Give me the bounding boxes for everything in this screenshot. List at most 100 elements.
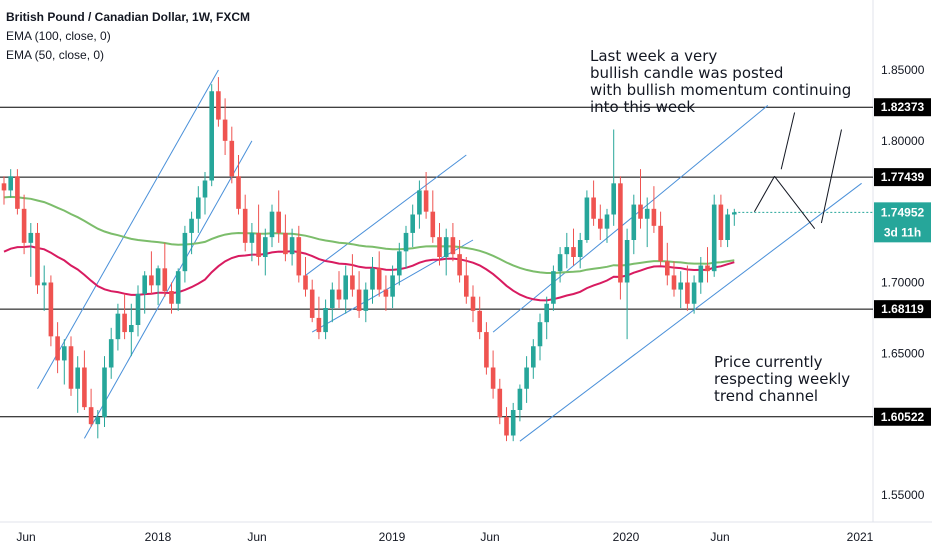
candle-body bbox=[711, 204, 717, 272]
candle-body bbox=[68, 346, 74, 389]
candle-body bbox=[102, 367, 107, 418]
candle-body bbox=[162, 268, 168, 291]
candle-body bbox=[263, 237, 268, 257]
candle-body bbox=[557, 254, 563, 272]
candle-body bbox=[551, 271, 556, 304]
level-tag-label: 1.68119 bbox=[881, 302, 924, 316]
candle-body bbox=[356, 289, 362, 311]
projection-path bbox=[780, 112, 796, 170]
candles bbox=[1, 77, 737, 442]
candle-body bbox=[62, 346, 67, 361]
level-tag bbox=[874, 168, 931, 187]
candle-body bbox=[450, 237, 456, 255]
candle-body bbox=[216, 91, 221, 120]
candle-body bbox=[323, 308, 328, 333]
candle-body bbox=[470, 296, 476, 311]
ema-lines bbox=[3, 195, 735, 302]
candle-body bbox=[678, 282, 683, 290]
candle-body bbox=[28, 232, 34, 243]
candle-body bbox=[196, 197, 201, 219]
channel-line bbox=[305, 154, 467, 276]
candle-body bbox=[665, 261, 670, 276]
top-annotation: Last week a very bullish candle was post… bbox=[590, 47, 852, 116]
candle-body bbox=[564, 247, 570, 255]
level-tag-label: 1.82373 bbox=[881, 100, 925, 114]
candle-body bbox=[577, 240, 583, 257]
candle-body bbox=[591, 197, 596, 219]
candle-body bbox=[725, 214, 730, 240]
candle-body bbox=[611, 183, 616, 215]
candle-body bbox=[122, 313, 127, 333]
price-tick-label: 1.65000 bbox=[881, 346, 925, 360]
candle-body bbox=[604, 214, 610, 229]
candle-body bbox=[343, 275, 348, 300]
candle-body bbox=[182, 232, 188, 272]
candle-body bbox=[510, 410, 516, 436]
candle-body bbox=[631, 204, 637, 240]
current-price-label: 1.74952 bbox=[881, 205, 925, 219]
ema50-legend: EMA (50, close, 0) bbox=[6, 48, 105, 62]
candle-body bbox=[685, 282, 690, 304]
candle-body bbox=[269, 211, 275, 238]
channel-line bbox=[37, 69, 219, 389]
candle-body bbox=[464, 275, 469, 297]
candle-body bbox=[142, 275, 147, 294]
time-tick-label: Jun bbox=[247, 530, 266, 544]
candle-body bbox=[249, 232, 255, 243]
candle-body bbox=[524, 367, 529, 389]
candle-body bbox=[370, 268, 375, 290]
candle-body bbox=[88, 407, 94, 425]
time-tick-label: 2021 bbox=[847, 530, 874, 544]
candle-body bbox=[135, 293, 141, 325]
time-tick-label: 2019 bbox=[379, 530, 406, 544]
candle-body bbox=[296, 237, 302, 276]
candle-body bbox=[658, 225, 663, 262]
candle-body bbox=[48, 282, 54, 337]
candle-body bbox=[169, 291, 174, 304]
level-tag bbox=[874, 98, 931, 117]
ema100-legend: EMA (100, close, 0) bbox=[6, 29, 111, 43]
candle-body bbox=[1, 183, 7, 191]
candle-body bbox=[149, 275, 154, 286]
candle-body bbox=[155, 268, 161, 286]
candle-body bbox=[8, 176, 13, 191]
candle-body bbox=[705, 265, 710, 272]
candle-body bbox=[303, 275, 308, 290]
current-price-tag bbox=[874, 202, 931, 243]
time-axis: Jun 2018 Jun 2019 Jun 2020 Jun 2021 bbox=[16, 530, 873, 544]
time-tick-label: 2018 bbox=[145, 530, 172, 544]
bottom-annotation: Price currently respecting weekly trend … bbox=[714, 353, 851, 405]
candle-body bbox=[21, 208, 27, 243]
candle-body bbox=[477, 310, 482, 333]
ema50-line bbox=[3, 245, 735, 302]
candle-body bbox=[732, 212, 737, 215]
candle-body bbox=[82, 367, 87, 408]
candle-body bbox=[330, 289, 335, 308]
candle-body bbox=[443, 237, 449, 257]
candle-body bbox=[537, 322, 543, 347]
candle-body bbox=[718, 204, 724, 240]
candle-body bbox=[202, 180, 208, 198]
projection-path bbox=[774, 175, 816, 230]
candle-body bbox=[41, 282, 47, 286]
candle-body bbox=[383, 289, 389, 297]
candle-body bbox=[457, 254, 462, 276]
candle-body bbox=[698, 265, 704, 283]
candle-body bbox=[517, 388, 523, 410]
candle-body bbox=[531, 346, 536, 368]
price-tick-label: 1.70000 bbox=[881, 276, 925, 290]
candle-body bbox=[222, 119, 228, 141]
horizontal-levels bbox=[0, 106, 873, 418]
candle-body bbox=[624, 240, 630, 283]
candle-body bbox=[350, 275, 355, 290]
candle-body bbox=[289, 237, 295, 255]
candle-body bbox=[309, 289, 315, 318]
candle-body bbox=[390, 275, 395, 297]
candle-body bbox=[229, 140, 235, 177]
level-tag-label: 1.77439 bbox=[881, 170, 925, 184]
candle-body bbox=[15, 176, 20, 209]
level-tag bbox=[874, 407, 931, 426]
candle-body bbox=[129, 325, 134, 333]
